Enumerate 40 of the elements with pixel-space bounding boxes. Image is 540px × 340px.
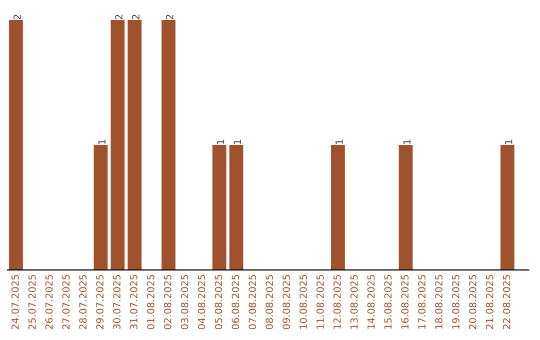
x-tick-label: 31.07.2025: [130, 274, 138, 330]
x-tick-label: 16.08.2025: [401, 274, 409, 329]
data-label: 2: [166, 14, 174, 20]
x-tick-label: 05.08.2025: [214, 274, 222, 330]
x-tick-label: 01.08.2025: [147, 274, 154, 330]
data-label: 2: [115, 14, 122, 20]
x-tick-label: 11.08.2025: [316, 274, 324, 329]
x-tick-label: 03.08.2025: [180, 274, 188, 330]
x-tick-label: 22.08.2025: [502, 274, 510, 330]
x-tick-label: 30.07.2025: [113, 274, 120, 330]
x-tick-label: 29.07.2025: [96, 274, 104, 330]
data-label: 1: [216, 140, 224, 144]
x-tick-label: 10.08.2025: [300, 274, 307, 329]
x-tick-label: 17.08.2025: [418, 274, 426, 329]
x-tick-label: 07.08.2025: [248, 274, 256, 330]
x-tick-label: 14.08.2025: [367, 274, 375, 329]
x-tick-label: 26.07.2025: [45, 274, 53, 330]
x-tick-label: 19.08.2025: [452, 274, 460, 329]
x-tick-label: 24.07.2025: [11, 274, 19, 330]
x-tick-label: 02.08.2025: [164, 274, 172, 330]
data-label: 2: [132, 14, 140, 20]
x-tick-label: 12.08.2025: [333, 274, 341, 329]
x-tick-label: 25.07.2025: [28, 274, 36, 330]
data-label: 2: [13, 14, 21, 20]
x-tick-label: 27.07.2025: [62, 274, 70, 330]
data-label: 1: [234, 140, 241, 144]
x-tick-label: 09.08.2025: [282, 274, 290, 330]
data-label: 1: [403, 140, 410, 144]
data-label: 1: [98, 140, 106, 144]
x-tick-label: 15.08.2025: [384, 274, 392, 329]
data-label: 1: [336, 140, 343, 144]
x-tick-label: 13.08.2025: [350, 274, 358, 329]
x-tick-label: 18.08.2025: [435, 274, 442, 329]
x-tick-label: 08.08.2025: [266, 274, 273, 330]
x-tick-label: 28.07.2025: [79, 274, 87, 330]
x-tick-label: 06.08.2025: [232, 274, 240, 330]
x-tick-label: 21.08.2025: [486, 274, 494, 330]
x-tick-label: 04.08.2025: [198, 274, 206, 330]
x-tick-label: 20.08.2025: [468, 274, 476, 330]
data-label: 1: [505, 140, 512, 144]
